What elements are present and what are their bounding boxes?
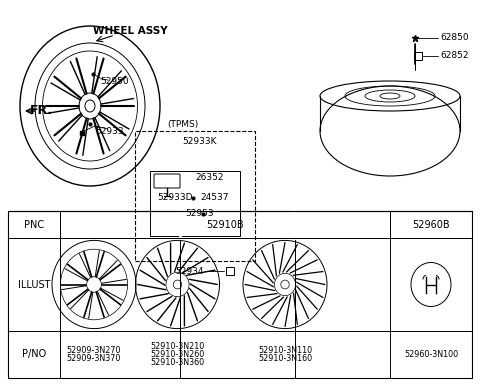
Text: 52950: 52950 xyxy=(101,76,129,86)
Text: PNC: PNC xyxy=(24,220,44,230)
Text: 52910-3N160: 52910-3N160 xyxy=(258,354,312,363)
Text: 52909-3N370: 52909-3N370 xyxy=(67,354,121,363)
Text: 52910-3N260: 52910-3N260 xyxy=(150,350,204,359)
Text: 26352: 26352 xyxy=(196,173,224,183)
Text: 62852: 62852 xyxy=(440,51,468,61)
Text: 52910B: 52910B xyxy=(206,220,244,230)
Text: 52910-3N210: 52910-3N210 xyxy=(150,342,204,351)
Text: 52910-3N360: 52910-3N360 xyxy=(150,358,204,367)
Text: 52909-3N270: 52909-3N270 xyxy=(67,346,121,355)
Text: 52960-3N100: 52960-3N100 xyxy=(404,350,458,359)
Text: 52933: 52933 xyxy=(96,127,124,135)
Text: 52953: 52953 xyxy=(186,210,214,218)
Text: WHEEL ASSY: WHEEL ASSY xyxy=(93,26,168,36)
Text: FR.: FR. xyxy=(30,105,53,117)
Text: 52933K: 52933K xyxy=(183,137,217,146)
Bar xyxy=(8,211,472,378)
Text: 52960B: 52960B xyxy=(412,220,450,230)
Text: 52934: 52934 xyxy=(176,266,204,276)
Text: 52933D: 52933D xyxy=(157,193,193,203)
Text: 62850: 62850 xyxy=(440,34,468,42)
Text: ILLUST: ILLUST xyxy=(18,279,50,290)
Text: 52910-3N110: 52910-3N110 xyxy=(258,346,312,355)
Text: 24537: 24537 xyxy=(201,193,229,203)
Text: (TPMS): (TPMS) xyxy=(167,120,198,129)
Text: P/NO: P/NO xyxy=(22,349,46,359)
